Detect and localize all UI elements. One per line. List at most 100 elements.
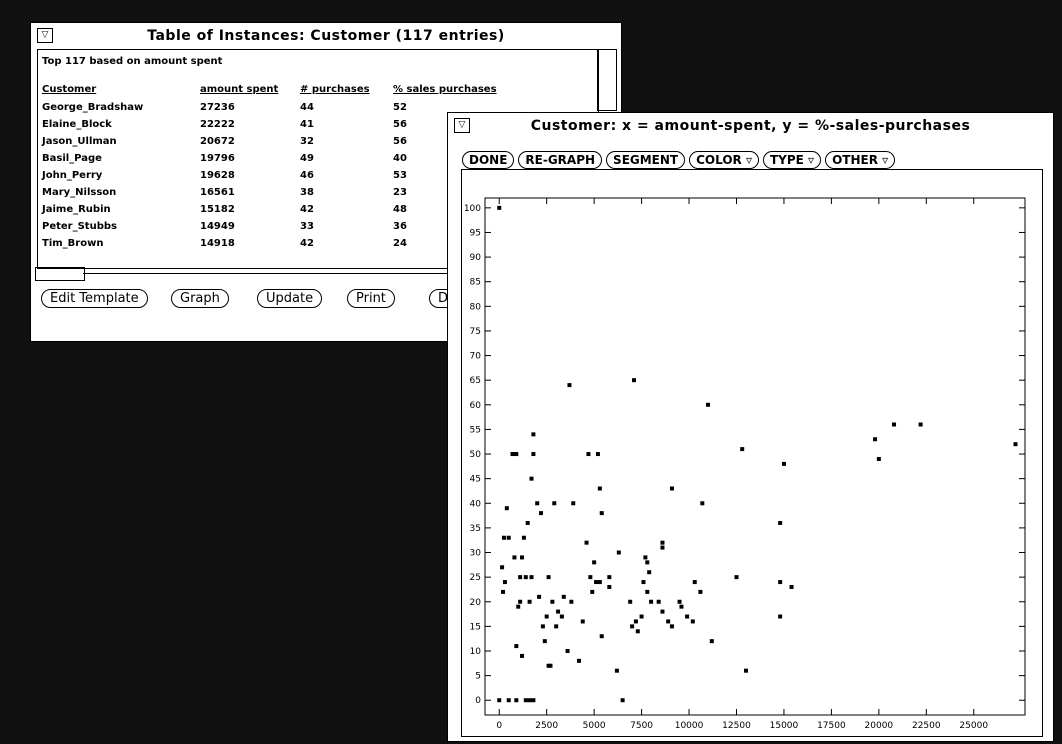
point — [531, 432, 535, 436]
point — [594, 580, 598, 584]
window-title: Customer: x = amount-spent, y = %-sales-… — [448, 113, 1053, 139]
button[interactable]: TYPE ▿ — [763, 151, 821, 169]
table-caption: Top 117 based on amount spent — [42, 56, 222, 67]
table-cell: Basil_Page — [42, 153, 102, 164]
button[interactable]: DONE — [462, 151, 514, 169]
table-cell: 33 — [300, 221, 314, 232]
y-tick-label: 100 — [464, 204, 481, 214]
point — [615, 669, 619, 673]
column-header: Customer — [42, 84, 96, 95]
point — [520, 555, 524, 559]
y-tick-label: 95 — [470, 228, 481, 238]
point — [698, 590, 702, 594]
point — [585, 541, 589, 545]
column-header: % sales purchases — [393, 84, 497, 95]
button[interactable]: OTHER ▿ — [825, 151, 895, 169]
point — [522, 536, 526, 540]
point — [628, 600, 632, 604]
point — [790, 585, 794, 589]
point — [706, 403, 710, 407]
point — [660, 541, 664, 545]
x-tick-label: 22500 — [912, 721, 941, 731]
axes-frame — [485, 198, 1025, 715]
table-cell: 40 — [393, 153, 407, 164]
point — [645, 560, 649, 564]
point — [647, 570, 651, 574]
point — [537, 595, 541, 599]
point — [524, 698, 528, 702]
point — [919, 422, 923, 426]
point — [685, 615, 689, 619]
table-cell: 52 — [393, 102, 407, 113]
y-tick-label: 30 — [470, 549, 482, 559]
point — [778, 580, 782, 584]
point — [507, 698, 511, 702]
table-cell: Tim_Brown — [42, 238, 103, 249]
point — [530, 575, 534, 579]
button[interactable]: Graph — [171, 289, 229, 308]
point — [507, 536, 511, 540]
point — [502, 536, 506, 540]
button[interactable]: RE-GRAPH — [518, 151, 602, 169]
point — [592, 560, 596, 564]
point — [531, 452, 535, 456]
point — [531, 698, 535, 702]
dropdown-icon: ▿ — [742, 153, 752, 167]
button[interactable]: Print — [347, 289, 395, 308]
y-tick-label: 35 — [470, 524, 481, 534]
button[interactable]: Edit Template — [41, 289, 148, 308]
x-tick-label: 25000 — [959, 721, 988, 731]
point — [497, 206, 501, 210]
button[interactable]: SEGMENT — [606, 151, 685, 169]
table-cell: Peter_Stubbs — [42, 221, 117, 232]
button[interactable]: COLOR ▿ — [689, 151, 759, 169]
point — [550, 600, 554, 604]
point — [782, 462, 786, 466]
point — [691, 619, 695, 623]
point — [526, 521, 530, 525]
point — [588, 575, 592, 579]
point — [660, 610, 664, 614]
point — [505, 506, 509, 510]
point — [734, 575, 738, 579]
v-scrollbar[interactable] — [597, 49, 617, 111]
x-tick-label: 17500 — [817, 721, 846, 731]
h-scrollbar[interactable] — [35, 267, 85, 281]
point — [744, 669, 748, 673]
y-tick-label: 90 — [470, 253, 482, 263]
y-tick-label: 75 — [470, 327, 481, 337]
x-tick-label: 15000 — [770, 721, 799, 731]
table-cell: 20672 — [200, 136, 235, 147]
point — [520, 654, 524, 658]
point — [873, 437, 877, 441]
point — [666, 619, 670, 623]
point — [569, 600, 573, 604]
button[interactable]: Update — [257, 289, 322, 308]
table-cell: 14918 — [200, 238, 235, 249]
point — [600, 511, 604, 515]
table-cell: 48 — [393, 204, 407, 215]
point — [554, 624, 558, 628]
point — [640, 615, 644, 619]
x-tick-label: 5000 — [583, 721, 606, 731]
table-cell: 32 — [300, 136, 314, 147]
table-cell: 16561 — [200, 187, 235, 198]
chart-window: ▽ Customer: x = amount-spent, y = %-sale… — [447, 112, 1054, 742]
point — [518, 575, 522, 579]
point — [516, 605, 520, 609]
point — [641, 580, 645, 584]
table-cell: 42 — [300, 238, 314, 249]
table-cell: 24 — [393, 238, 407, 249]
point — [693, 580, 697, 584]
point — [632, 378, 636, 382]
point — [524, 575, 528, 579]
point — [670, 624, 674, 628]
y-tick-label: 65 — [470, 376, 481, 386]
y-tick-label: 40 — [470, 499, 482, 509]
point — [567, 383, 571, 387]
point — [556, 610, 560, 614]
table-cell: John_Perry — [42, 170, 102, 181]
table-cell: Mary_Nilsson — [42, 187, 116, 198]
point — [511, 452, 515, 456]
table-cell: 44 — [300, 102, 314, 113]
